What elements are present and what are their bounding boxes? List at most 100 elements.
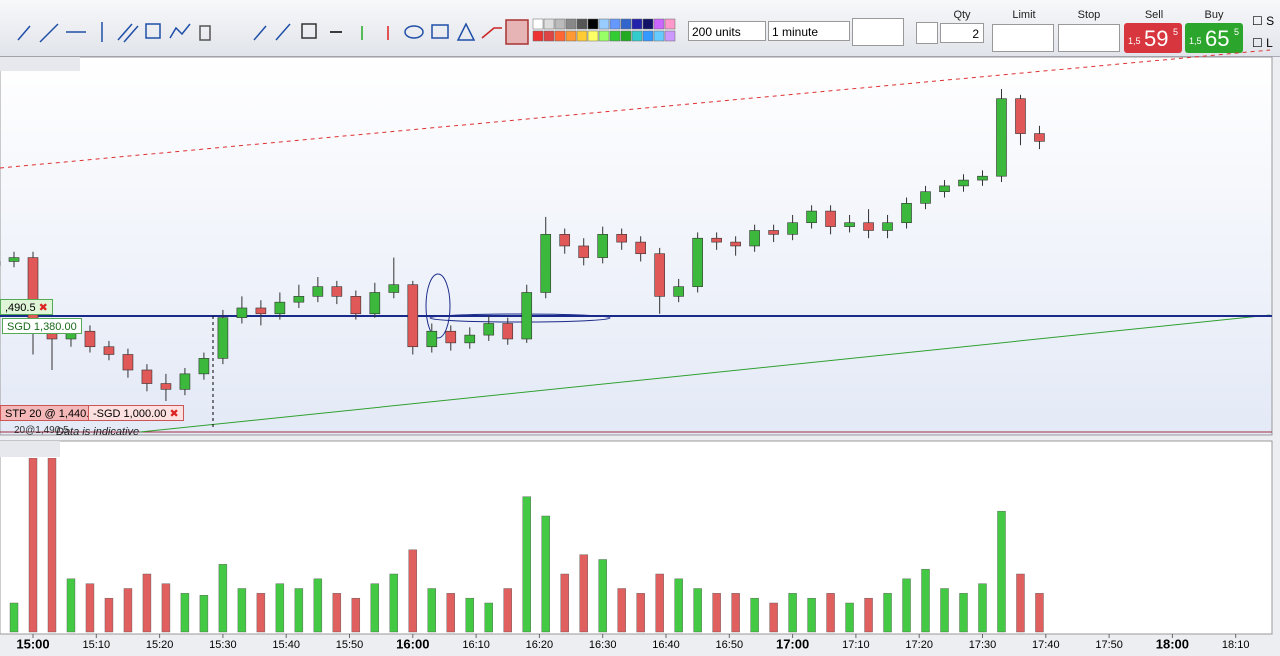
- limit-buttons[interactable]: [992, 24, 1054, 52]
- volume-bar: [655, 573, 664, 633]
- x-tick-label: 17:30: [969, 639, 997, 651]
- candle-body: [977, 175, 988, 181]
- sell-label: Sell: [1144, 9, 1164, 21]
- buy-prefix: 1,5: [1189, 36, 1202, 46]
- candle-body: [521, 292, 533, 340]
- option-l[interactable]: ☐ L: [1252, 36, 1273, 50]
- x-tick-label: 17:20: [905, 639, 933, 651]
- qty-input[interactable]: 2: [940, 23, 984, 43]
- volume-bar: [959, 593, 968, 633]
- volume-bar: [427, 588, 436, 633]
- candle-body: [1034, 133, 1045, 142]
- candle-body: [635, 241, 646, 255]
- chart-style-button[interactable]: [852, 18, 904, 46]
- volume-bar: [484, 602, 493, 633]
- volume-bar: [750, 597, 759, 633]
- volume-bar: [978, 583, 987, 633]
- candle-body: [939, 185, 950, 193]
- volume-bar: [864, 597, 873, 633]
- volume-bar: [902, 578, 911, 633]
- stop-buttons[interactable]: [1058, 24, 1120, 52]
- sell-button[interactable]: 1,5 59 5: [1124, 23, 1182, 53]
- volume-bar: [446, 593, 455, 633]
- volume-bar: [731, 593, 740, 633]
- x-tick-label: 15:50: [336, 639, 364, 651]
- candle-body: [597, 234, 609, 258]
- time-axis: 15:00 15:10 15:20 15:30 15:40 15:50 16:00 16:10…: [16, 634, 1249, 651]
- volume-bar: [180, 593, 190, 633]
- candle-body: [388, 284, 400, 293]
- volume-bar: [370, 583, 380, 633]
- volume-bar: [465, 597, 474, 633]
- volume-bar: [921, 568, 930, 633]
- limit-label: Limit: [1012, 9, 1036, 21]
- volume-bar: [256, 593, 266, 633]
- stop-tag: STP 20 @ 1,440.5: [0, 405, 101, 421]
- candle-body: [179, 373, 191, 390]
- volume-bar: [769, 602, 778, 633]
- candle-body: [445, 330, 457, 344]
- sell-prefix: 1,5: [1128, 36, 1141, 46]
- volume-bar: [66, 578, 76, 633]
- volume-bar: [845, 602, 854, 633]
- price-panel-controls[interactable]: [0, 57, 80, 71]
- volume-bar: [313, 578, 323, 633]
- candle-body: [331, 286, 343, 297]
- x-tick-label: 17:00: [776, 636, 809, 651]
- interval-select[interactable]: 1 minute: [768, 21, 850, 41]
- x-tick-label: 16:00: [396, 636, 429, 651]
- x-tick-label: 16:50: [716, 639, 744, 651]
- buy-big: 65: [1205, 26, 1230, 51]
- entry-label: 20@1,490.5: [14, 425, 69, 436]
- candle-body: [749, 230, 760, 247]
- volume-bar: [104, 597, 114, 633]
- volume-bar: [807, 597, 816, 633]
- volume-bar: [598, 559, 607, 633]
- size-value: 200 units: [692, 25, 741, 39]
- candle-body: [483, 323, 495, 336]
- x-tick-label: 17:50: [1095, 639, 1123, 651]
- volume-bar: [237, 588, 247, 633]
- candle-body: [141, 369, 153, 384]
- volume-bar: [617, 588, 626, 633]
- settings-button[interactable]: [916, 22, 938, 44]
- volume-bar: [1035, 593, 1044, 633]
- qty-label: Qty: [953, 9, 971, 21]
- volume-bar: [218, 564, 228, 633]
- x-tick-label: 16:20: [526, 639, 554, 651]
- candle-body: [236, 307, 248, 318]
- candle-body: [711, 237, 722, 243]
- candle-body: [863, 222, 874, 231]
- candle-body: [464, 334, 476, 344]
- notice: Data is indicative: [56, 426, 140, 438]
- volume-panel-controls[interactable]: [0, 441, 60, 457]
- buy-button[interactable]: 1,5 65 5: [1185, 23, 1243, 53]
- candle-body: [27, 257, 39, 328]
- ellipse-drawing: [429, 313, 611, 323]
- volume-bar: [693, 588, 702, 633]
- candle-body: [654, 253, 665, 297]
- volume-bar: [332, 593, 342, 633]
- candle-body: [901, 203, 912, 224]
- volume-bar: [275, 583, 285, 633]
- size-select[interactable]: 200 units: [688, 21, 766, 41]
- volume-bar: [142, 573, 152, 633]
- option-s[interactable]: ☐ S: [1252, 14, 1275, 28]
- tool-icons: [17, 19, 529, 45]
- candle-body: [996, 98, 1007, 177]
- candle-body: [578, 245, 590, 258]
- volume-bar: [560, 573, 569, 633]
- volume-bars: [9, 458, 1044, 633]
- volume-bar: [522, 496, 531, 633]
- x-tick-label: 15:40: [272, 639, 300, 651]
- volume-bar: [351, 597, 361, 633]
- x-tick-label: 16:30: [589, 639, 617, 651]
- volume-bar: [826, 593, 835, 633]
- color-palette: [532, 18, 676, 42]
- candle-body: [844, 222, 855, 227]
- stop-amount: -SGD 1,000.00: [93, 408, 167, 420]
- candle-body: [198, 358, 210, 375]
- volume-bar: [503, 588, 512, 633]
